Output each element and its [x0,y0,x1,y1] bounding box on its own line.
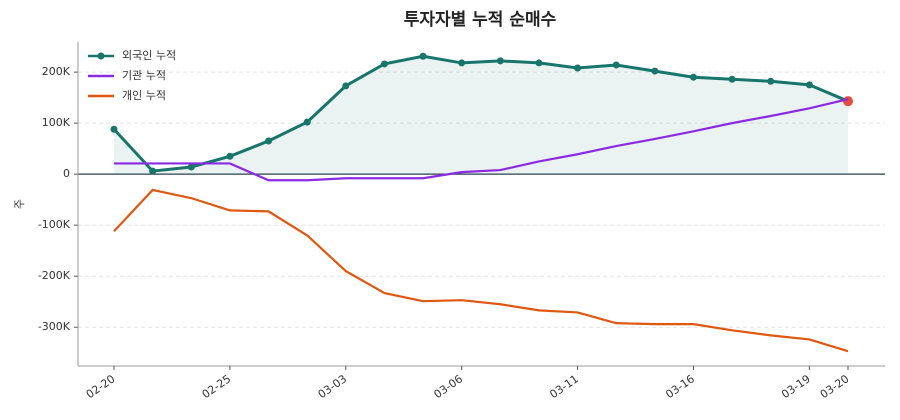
y-tick-label: -100K [38,218,71,231]
point [496,57,504,65]
legend-label: 개인 누적 [122,89,166,102]
y-tick-label: 100K [42,116,71,129]
point [303,118,311,126]
point [380,60,388,68]
x-tick-label: 03-03 [316,372,350,401]
point [419,52,427,60]
point [535,59,543,67]
line [112,54,849,173]
legend-label: 기관 누적 [122,69,166,82]
y-tick-label: 200K [42,65,71,78]
point [574,64,582,72]
x-tick-label: 03-16 [663,372,697,401]
line [114,98,849,182]
legend-label: 외국인 누적 [122,49,176,62]
chart-title: 투자자별 누적 순매수 [404,10,557,30]
point [110,125,118,133]
end-marker [843,96,853,107]
area-fill [114,56,848,175]
line [113,188,849,353]
point [612,61,620,69]
y-tick-label: 0 [63,167,70,180]
x-tick-label: 03-06 [431,372,465,401]
y-axis-label: 주 [13,199,26,209]
x-tick-label: 02-25 [200,372,234,401]
point [767,77,775,85]
point [265,137,273,145]
point [149,167,157,175]
point [805,81,813,89]
x-tick-label: 02-20 [84,372,118,401]
point [458,59,466,67]
y-tick-label: -300K [38,320,71,333]
point [651,67,659,75]
point [187,163,195,171]
point [342,82,350,90]
point [689,73,697,81]
point [728,75,736,83]
x-tick-label: 03-19 [779,372,813,401]
y-tick-label: -200K [38,269,71,282]
x-tick-label: 03-11 [547,372,581,401]
x-tick-label: 03-20 [818,372,852,401]
legend-marker [97,52,105,60]
point [226,152,234,160]
